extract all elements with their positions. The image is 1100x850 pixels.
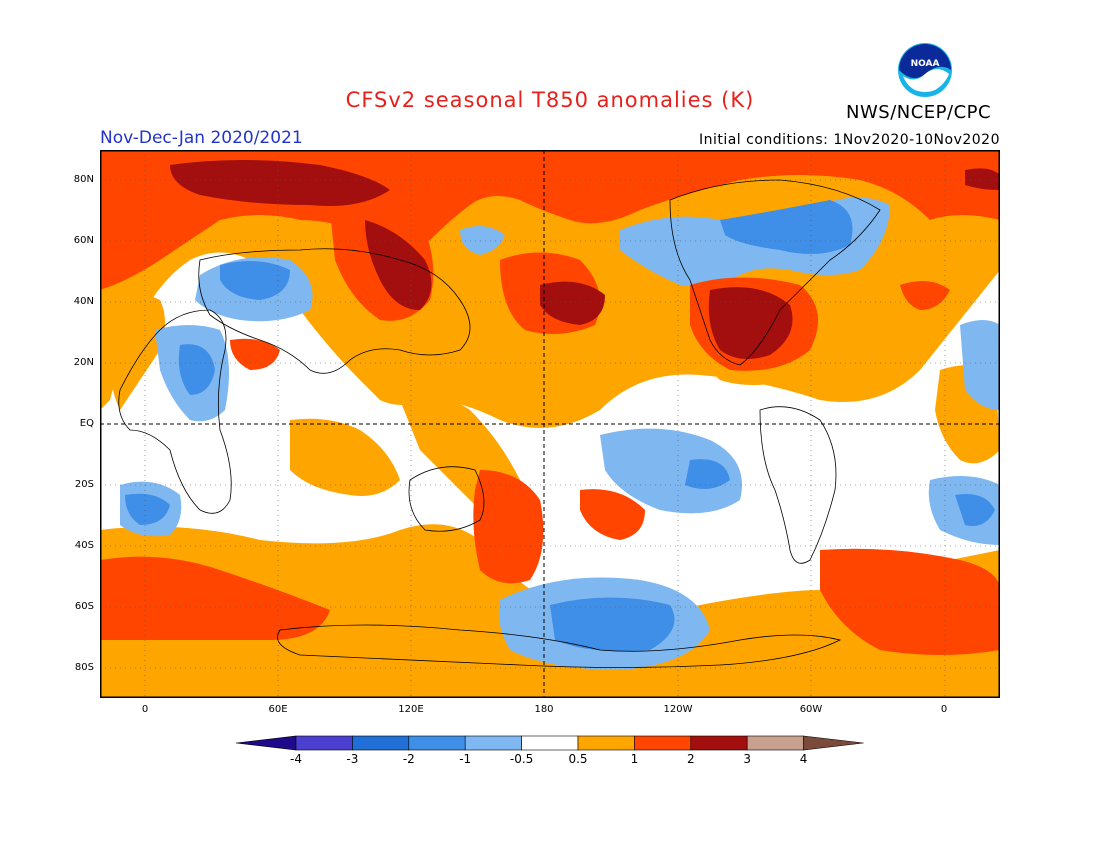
lon-label: 120E — [398, 704, 424, 715]
colorbar-label: 0.5 — [568, 752, 588, 766]
colorbar-segment — [408, 735, 466, 751]
graticule — [100, 150, 1000, 698]
colorbar-segment — [352, 735, 410, 751]
colorbar-max-arrow — [803, 735, 864, 751]
colorbar-label: -2 — [402, 752, 415, 766]
lat-label: 60N — [73, 235, 94, 246]
forecast-period: Nov-Dec-Jan 2020/2021 — [100, 128, 303, 148]
lat-label: EQ — [79, 418, 94, 429]
map-title: CFSv2 seasonal T850 anomalies (K) — [345, 88, 755, 112]
colorbar-label: -0.5 — [509, 752, 534, 766]
lat-label: 40N — [73, 296, 94, 307]
logo-text: NOAA — [911, 59, 940, 69]
colorbar-segment — [634, 735, 692, 751]
lat-label: 40S — [74, 540, 94, 551]
lon-label: 120W — [663, 704, 693, 715]
colorbar-segment — [746, 735, 804, 751]
equator-dateline — [100, 150, 1000, 698]
lat-label: 60S — [74, 601, 94, 612]
lon-label: 0 — [141, 704, 149, 715]
colorbar-label: 4 — [799, 752, 808, 766]
lat-label: 20S — [74, 479, 94, 490]
colorbar-label: -3 — [346, 752, 359, 766]
colorbar-label: 3 — [743, 752, 752, 766]
anomaly-dark-red-regions — [170, 160, 1000, 359]
lat-label: 20N — [73, 357, 94, 368]
colorbar-segment — [464, 735, 522, 751]
colorbar-segment — [690, 735, 748, 751]
coastlines — [118, 179, 881, 668]
initial-conditions: Initial conditions: 1Nov2020-10Nov2020 — [698, 132, 1000, 148]
lat-label: 80S — [74, 662, 94, 673]
lon-label: 60W — [799, 704, 823, 715]
colorbar-segment — [577, 735, 635, 751]
colorbar-segment — [295, 735, 353, 751]
lon-label: 0 — [940, 704, 948, 715]
anomaly-medium-blue-regions — [125, 200, 995, 652]
lon-label: 180 — [534, 704, 554, 715]
anomaly-map — [100, 150, 1000, 698]
noaa-logo: NOAA — [896, 41, 954, 99]
colorbar-label: 1 — [630, 752, 639, 766]
organization-label: NWS/NCEP/CPC — [846, 102, 992, 123]
lat-label: 80N — [73, 174, 94, 185]
map-frame — [100, 150, 1000, 698]
colorbar-segment — [521, 735, 579, 751]
colorbar-min-arrow — [236, 735, 297, 751]
colorbar-label: -1 — [459, 752, 472, 766]
colorbar-label: 2 — [686, 752, 695, 766]
lon-label: 60E — [268, 704, 288, 715]
colorbar-label: -4 — [290, 752, 302, 766]
color-scale-bar — [236, 735, 864, 751]
